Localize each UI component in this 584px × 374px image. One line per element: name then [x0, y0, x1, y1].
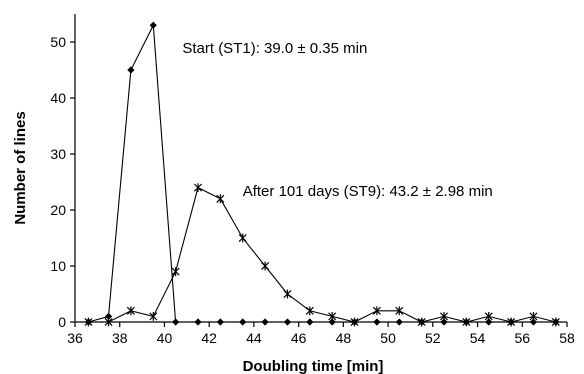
x-tick-label: 36 [67, 330, 83, 346]
data-point-star [328, 312, 337, 321]
y-tick-label: 40 [50, 90, 66, 106]
data-point-star [350, 317, 359, 327]
data-point-star [193, 183, 203, 192]
data-point-diamond [149, 21, 157, 29]
data-point-star [395, 306, 404, 316]
data-point-diamond [261, 318, 269, 326]
data-point-diamond [485, 318, 493, 326]
x-tick-label: 38 [112, 330, 128, 346]
x-tick-label: 46 [291, 330, 307, 346]
annotation-2: After 101 days (ST9): 43.2 ± 2.98 min [243, 183, 493, 200]
data-point-star [283, 289, 292, 299]
data-point-diamond [440, 318, 448, 326]
series [84, 21, 560, 327]
x-tick-label: 52 [425, 330, 441, 346]
data-point-star [484, 312, 493, 321]
data-point-star [529, 312, 538, 321]
x-tick-label: 56 [514, 330, 530, 346]
data-point-diamond [239, 318, 247, 326]
x-tick-label: 58 [559, 330, 575, 346]
data-point-star [84, 317, 93, 327]
data-point-star [507, 317, 516, 327]
data-point-diamond [373, 318, 381, 326]
x-tick-label: 40 [157, 330, 173, 346]
data-point-diamond [194, 318, 202, 326]
x-axis-title: Doubling time [min] [243, 358, 384, 374]
data-point-star [238, 233, 247, 243]
data-point-diamond [395, 318, 403, 326]
data-point-star [462, 317, 471, 327]
data-point-star [126, 306, 135, 316]
data-point-star [216, 194, 225, 204]
annotations: Start (ST1): 39.0 ± 0.35 min After 101 da… [182, 40, 492, 200]
data-point-diamond [172, 318, 180, 326]
data-point-star [104, 317, 113, 327]
data-point-diamond [216, 318, 224, 326]
data-point-diamond [127, 66, 135, 74]
data-point-star [149, 312, 158, 321]
x-tick-label: 44 [246, 330, 262, 346]
axes [74, 14, 567, 323]
data-point-diamond [306, 318, 314, 326]
y-tick-label: 10 [50, 258, 66, 274]
series-line-2 [88, 186, 556, 323]
tick-labels: 36 38 40 42 44 46 48 50 52 54 56 58 0 10 20 30 40 50 [50, 34, 575, 346]
x-tick-label: 48 [336, 330, 352, 346]
series-line-1 [88, 23, 556, 323]
data-point-diamond [283, 318, 292, 326]
data-point-star [372, 306, 381, 316]
data-point-star [417, 317, 426, 327]
ticks [70, 41, 568, 327]
data-point-star [439, 312, 449, 321]
y-tick-label: 50 [50, 34, 66, 50]
data-point-star [261, 261, 270, 271]
x-tick-label: 42 [201, 330, 217, 346]
data-point-diamond [529, 318, 538, 326]
data-point-star [305, 306, 314, 316]
data-point-star [551, 317, 560, 327]
data-point-diamond [328, 318, 336, 326]
y-tick-label: 20 [50, 202, 66, 218]
y-tick-label: 30 [50, 146, 66, 162]
annotation-1: Start (ST1): 39.0 ± 0.35 min [182, 40, 367, 57]
data-point-diamond [104, 312, 113, 320]
x-tick-label: 54 [470, 330, 486, 346]
y-tick-label: 0 [58, 314, 66, 330]
x-tick-label: 50 [380, 330, 396, 346]
data-point-star [171, 267, 180, 276]
y-axis-title: Number of lines [12, 111, 29, 224]
